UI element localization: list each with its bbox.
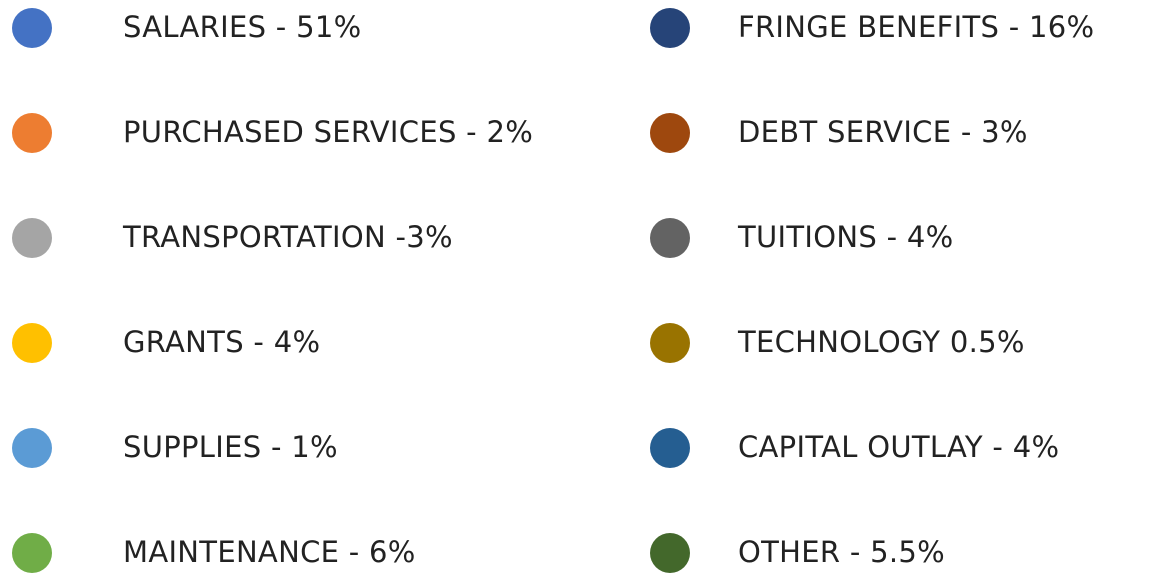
legend-swatch [12,323,52,363]
legend-label: SUPPLIES - 1% [123,430,338,464]
legend-label: MAINTENANCE - 6% [123,535,416,569]
legend-label: GRANTS - 4% [123,325,320,359]
legend-label: TRANSPORTATION -3% [122,220,453,254]
legend-label: CAPITAL OUTLAY - 4% [738,430,1059,464]
legend-label: TUITIONS - 4% [737,220,954,254]
legend-label: PURCHASED SERVICES - 2% [123,115,533,149]
legend-swatch [12,113,52,153]
legend-swatch [650,113,690,153]
legend-swatch [650,533,690,573]
legend-swatch [12,428,52,468]
legend-swatch [12,218,52,258]
legend-swatch [12,533,52,573]
legend-swatch [650,323,690,363]
legend-label: OTHER - 5.5% [738,535,945,569]
legend-label: SALARIES - 51% [123,10,361,44]
legend-swatch [650,428,690,468]
legend-swatch [650,218,690,258]
legend-swatch [12,8,52,48]
legend-label: TECHNOLOGY 0.5% [737,325,1025,359]
legend-swatch [650,8,690,48]
legend-label: DEBT SERVICE - 3% [738,115,1028,149]
legend-label: FRINGE BENEFITS - 16% [738,10,1094,44]
